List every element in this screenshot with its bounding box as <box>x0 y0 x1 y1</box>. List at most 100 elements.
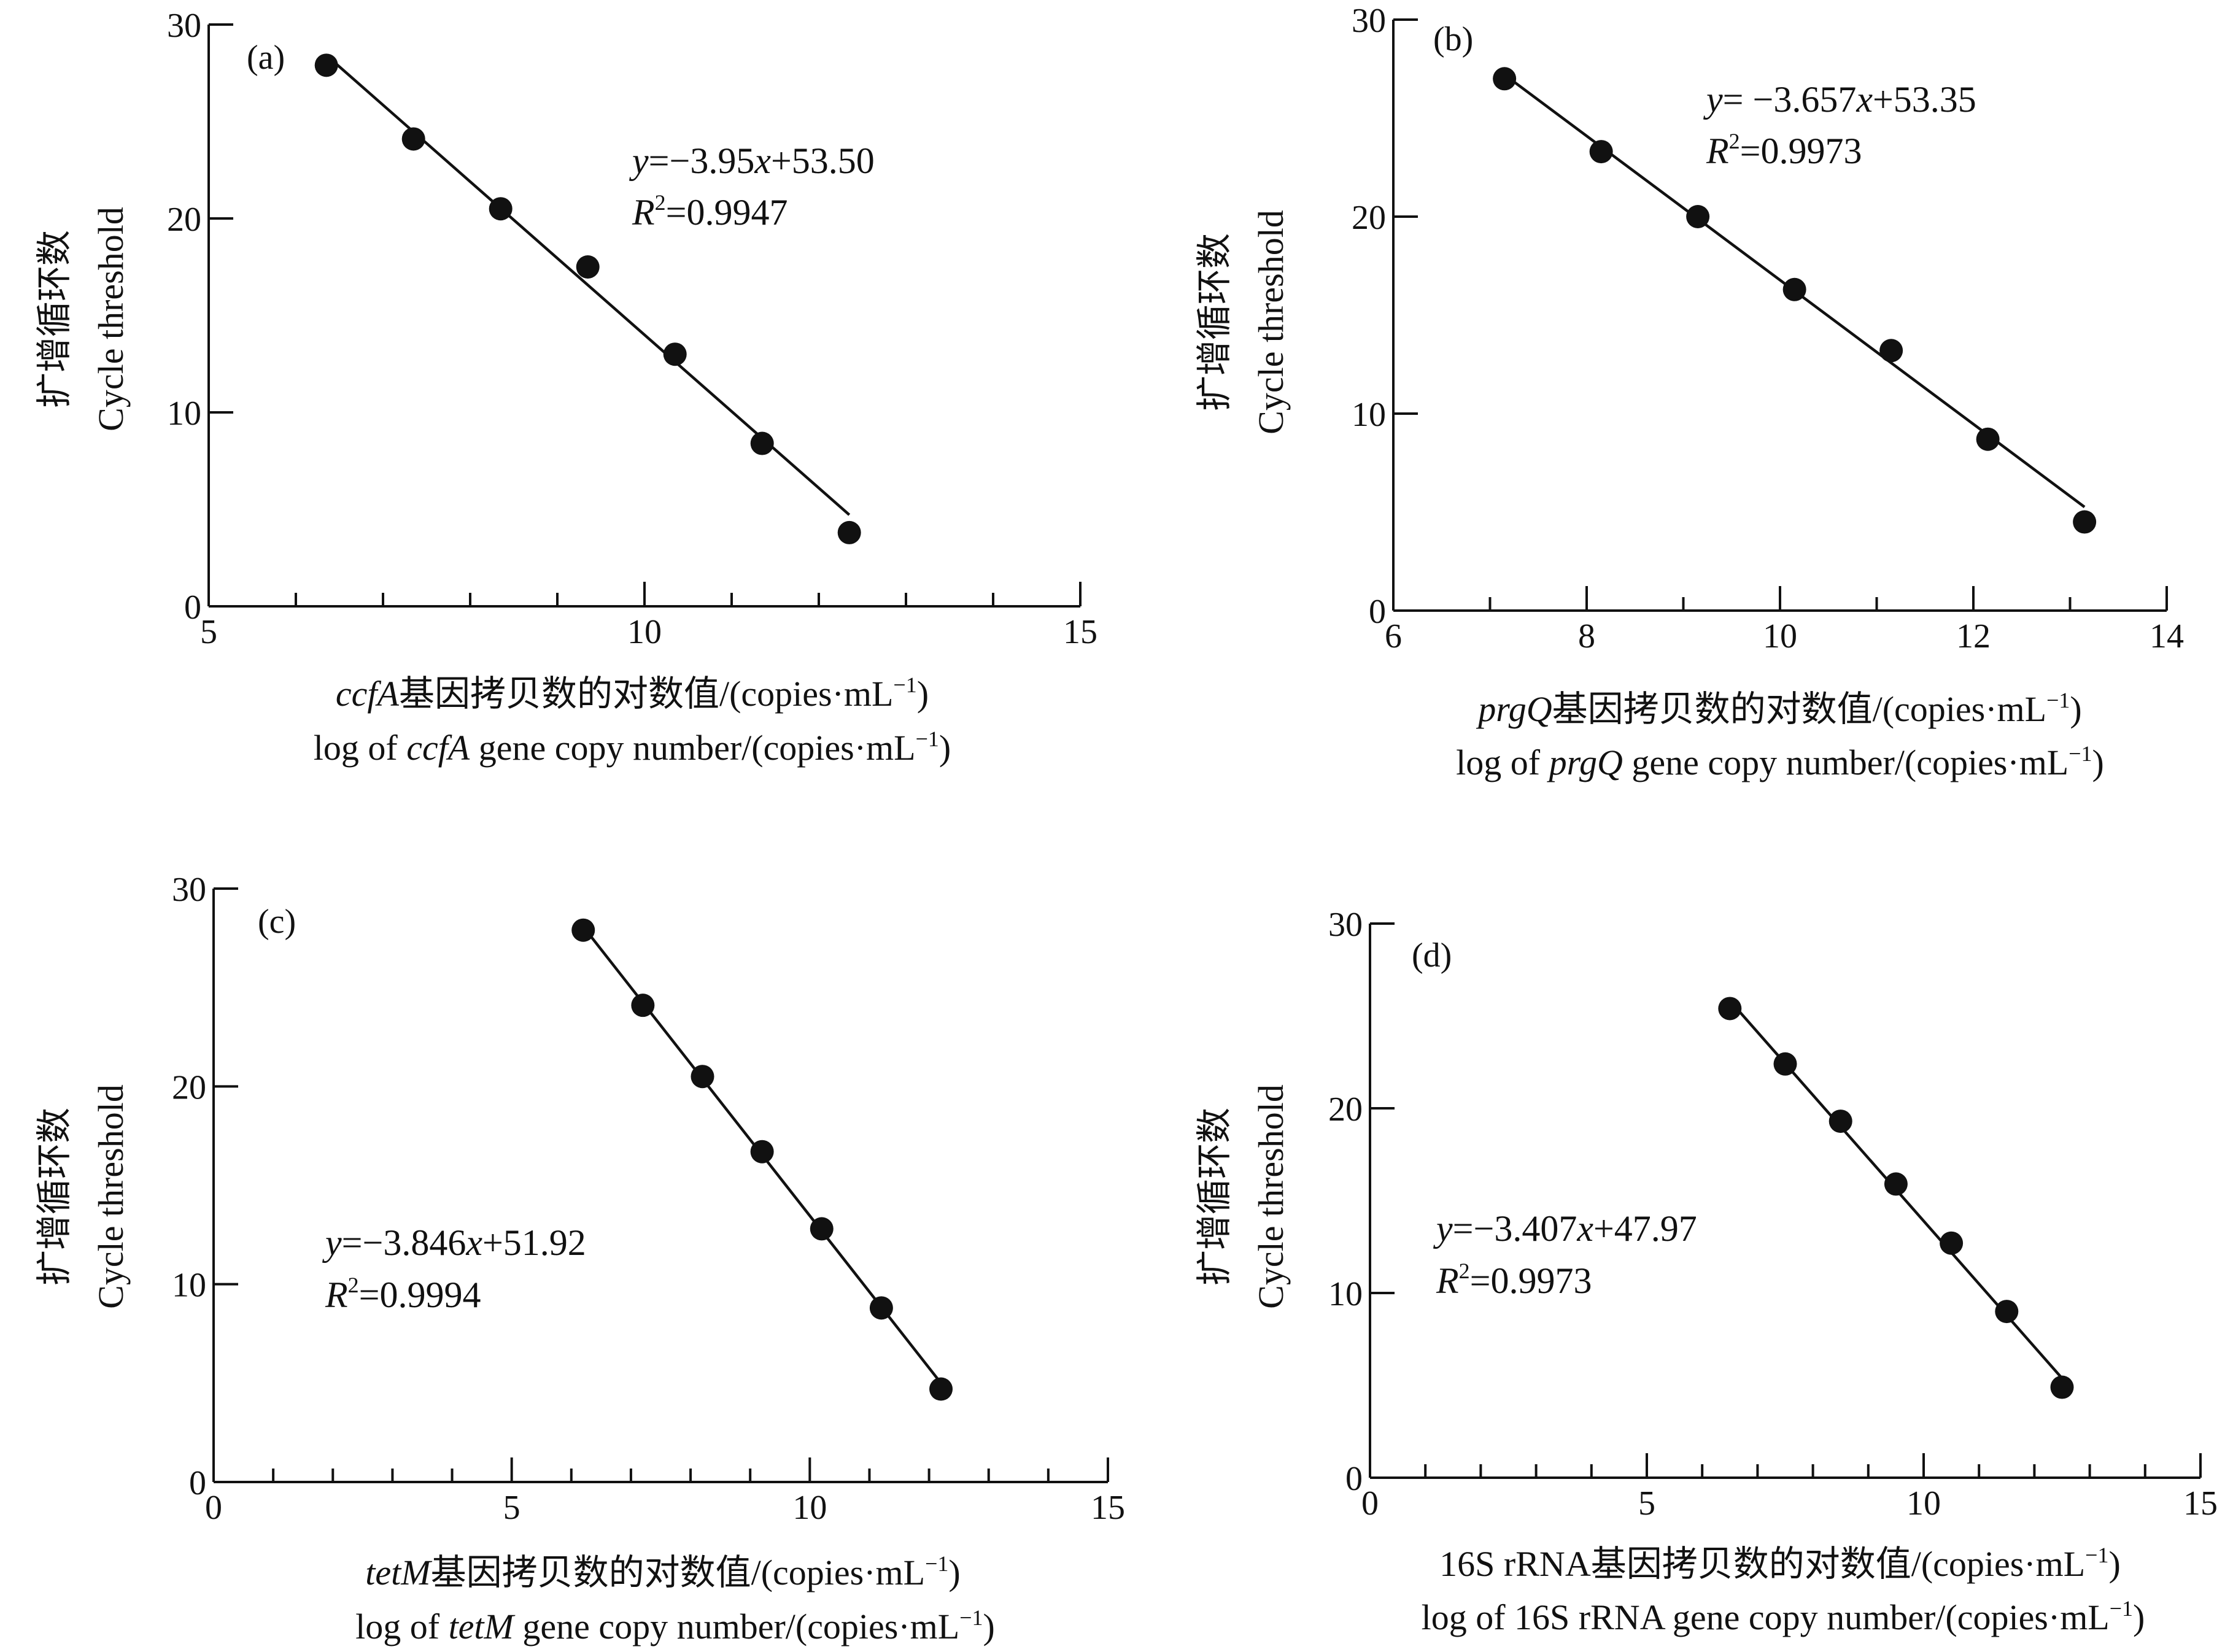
panel-a-ylabel-en: Cycle threshold <box>91 207 131 431</box>
panel-c-y-tick-label: 0 <box>189 1464 206 1502</box>
panel-c-y-tick-label: 10 <box>172 1267 206 1305</box>
panel-b-data-point <box>2073 510 2097 534</box>
panel-a-x-tick-label: 15 <box>1063 613 1097 651</box>
panel-c-data-point <box>810 1217 834 1241</box>
panel-a-equation: y=−3.95x+53.50 <box>629 141 875 181</box>
panel-b-label: (b) <box>1433 20 1473 58</box>
panel-a-data-point <box>489 197 513 221</box>
panel-c-x-tick-label: 10 <box>792 1489 827 1527</box>
panel-b-x-tick-label: 12 <box>1956 617 1991 655</box>
panel-b-points <box>1493 67 2097 534</box>
panel-a-y-tick-label: 30 <box>167 7 201 45</box>
panel-b-data-point <box>1879 339 1903 363</box>
panel-a-data-point <box>576 255 600 279</box>
panel-d-equation: y=−3.407x+47.97 <box>1433 1208 1697 1249</box>
panel-b-y-tick-label: 30 <box>1352 2 1386 40</box>
panel-b-xlabel-cn: prgQ基因拷贝数的对数值/(copies·mL−1) <box>1476 688 2081 729</box>
panel-a-y-tick-label: 20 <box>167 201 201 239</box>
panel-c-equation: y=−3.846x+51.92 <box>322 1222 586 1263</box>
panel-d-data-point <box>1940 1231 1964 1255</box>
panel-a-axes: 5 10 15 0 10 20 30 <box>167 7 1097 651</box>
panel-b-ylabel-en: Cycle threshold <box>1251 210 1291 434</box>
panel-b-ylabel-cn: 扩增循环数 <box>1194 233 1234 411</box>
panel-c-data-point <box>869 1296 893 1320</box>
panel-d-label: (d) <box>1412 936 1452 975</box>
panel-b-r-squared: R2=0.9973 <box>1706 129 1862 171</box>
panel-a-x-tick-label: 5 <box>200 613 217 651</box>
panel-a-points <box>314 53 861 544</box>
panel-b-x-tick-label: 6 <box>1385 617 1402 655</box>
panel-b-y-tick-label: 0 <box>1369 593 1386 631</box>
panel-c-y-tick-label: 20 <box>172 1068 206 1106</box>
panel-b: 6 8 10 12 14 0 10 20 30 (b) y= −3.657x+53.35 R2=… <box>1194 2 2184 782</box>
panel-d-data-point <box>1884 1172 1908 1196</box>
panel-b-axes: 6 8 10 12 14 0 10 20 30 <box>1352 2 2184 655</box>
panel-c-points <box>571 918 953 1401</box>
panel-a-ylabel-cn: 扩增循环数 <box>34 230 74 408</box>
panel-c-data-point <box>631 994 655 1017</box>
panel-a-data-point <box>401 127 425 151</box>
panel-c-data-point <box>929 1377 953 1401</box>
panel-c-axes: 0 5 10 15 0 10 20 30 <box>172 871 1125 1527</box>
panel-d-x-tick-label: 15 <box>2183 1484 2218 1523</box>
panel-b-y-tick-label: 10 <box>1352 396 1386 434</box>
panel-b-x-tick-label: 8 <box>1578 617 1595 655</box>
panel-b-data-point <box>1782 277 1806 301</box>
panel-d-x-tick-label: 0 <box>1361 1484 1379 1523</box>
panel-b-y-tick-label: 20 <box>1352 199 1386 237</box>
panel-a-xlabel-cn: ccfA基因拷贝数的对数值/(copies·mL−1) <box>336 673 929 714</box>
panel-d-axes: 0 5 10 15 0 10 20 30 <box>1328 906 2218 1523</box>
panel-c-x-tick-label: 0 <box>205 1489 222 1527</box>
panel-c-label: (c) <box>258 903 296 941</box>
panel-c-x-tick-label: 5 <box>503 1489 521 1527</box>
panel-a-x-tick-label: 10 <box>627 613 662 651</box>
panel-c-data-point <box>750 1140 774 1164</box>
panel-a-r-squared: R2=0.9947 <box>632 190 788 233</box>
panel-c-xlabel-cn: tetM基因拷贝数的对数值/(copies·mL−1) <box>365 1551 960 1592</box>
panel-a: 5 10 15 0 10 20 30 (a) y=−3.95x+53.50 R2=0.994… <box>34 7 1097 768</box>
panel-c-data-point <box>571 918 595 942</box>
panel-a-xlabel-en: log of ccfA gene copy number/(copies·mL−… <box>314 727 951 768</box>
panel-d-r-squared: R2=0.9973 <box>1436 1259 1592 1301</box>
panel-a-data-point <box>750 431 774 455</box>
panel-d-y-tick-label: 0 <box>1345 1460 1363 1498</box>
panel-d-points <box>1718 997 2074 1399</box>
panel-d-x-tick-label: 10 <box>1906 1484 1941 1523</box>
panel-c-x-tick-label: 15 <box>1091 1489 1125 1527</box>
panel-a-y-tick-label: 10 <box>167 395 201 433</box>
panel-c-xlabel-en: log of tetM gene copy number/(copies·mL−… <box>355 1605 995 1646</box>
panel-a-data-point <box>663 342 687 366</box>
panel-d-data-point <box>1773 1052 1797 1076</box>
panel-c-data-point <box>691 1065 714 1089</box>
panel-c-ylabel-en: Cycle threshold <box>91 1084 131 1309</box>
panel-b-x-tick-label: 10 <box>1763 617 1797 655</box>
panel-b-data-point <box>1589 140 1613 164</box>
panel-d-data-point <box>1829 1110 1852 1133</box>
panel-b-equation: y= −3.657x+53.35 <box>1703 79 1976 120</box>
panel-b-data-point <box>1976 427 2000 451</box>
panel-d-ylabel-en: Cycle threshold <box>1251 1084 1291 1309</box>
panel-d-data-point <box>2050 1375 2074 1399</box>
panel-d-x-tick-label: 5 <box>1638 1484 1655 1523</box>
panel-d-data-point <box>1718 997 1742 1021</box>
panel-b-x-tick-label: 14 <box>2150 617 2184 655</box>
panel-a-y-tick-label: 0 <box>184 589 201 627</box>
panel-d-xlabel-en: log of 16S rRNA gene copy number/(copies… <box>1422 1596 2145 1637</box>
panel-d-xlabel-cn: 16S rRNA基因拷贝数的对数值/(copies·mL−1) <box>1439 1543 2121 1584</box>
panel-d-y-tick-label: 10 <box>1328 1275 1363 1313</box>
panel-a-label: (a) <box>247 39 285 77</box>
panel-c-ylabel-cn: 扩增循环数 <box>34 1108 74 1286</box>
panel-c: 0 5 10 15 0 10 20 30 (c) y=−3.846x+51.92 R2=0.9… <box>34 871 1125 1646</box>
panel-c-y-tick-label: 30 <box>172 871 206 909</box>
panel-d: 0 5 10 15 0 10 20 30 (d) y=−3.407x+47.97 R2=0.9… <box>1194 906 2218 1637</box>
panel-a-data-point <box>314 53 338 77</box>
panel-d-ylabel-cn: 扩增循环数 <box>1194 1108 1234 1286</box>
panel-b-data-point <box>1686 205 1710 228</box>
panel-b-data-point <box>1493 67 1517 91</box>
panel-c-r-squared: R2=0.9994 <box>325 1273 481 1315</box>
panel-d-data-point <box>1995 1300 2019 1324</box>
panel-a-data-point <box>837 520 861 544</box>
panel-d-y-tick-label: 20 <box>1328 1090 1363 1129</box>
panel-d-y-tick-label: 30 <box>1328 906 1363 944</box>
